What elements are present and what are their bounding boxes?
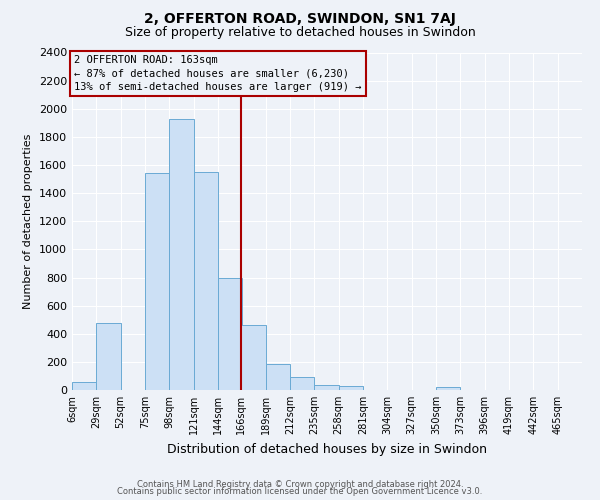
Text: Contains HM Land Registry data © Crown copyright and database right 2024.: Contains HM Land Registry data © Crown c…	[137, 480, 463, 489]
Bar	[97, 322, 121, 390]
Bar	[72, 382, 97, 390]
Text: Contains public sector information licensed under the Open Government Licence v3: Contains public sector information licen…	[118, 487, 482, 496]
Text: Size of property relative to detached houses in Swindon: Size of property relative to detached ho…	[125, 26, 475, 39]
Y-axis label: Number of detached properties: Number of detached properties	[23, 134, 34, 309]
Text: 2 OFFERTON ROAD: 163sqm
← 87% of detached houses are smaller (6,230)
13% of semi: 2 OFFERTON ROAD: 163sqm ← 87% of detache…	[74, 56, 362, 92]
Bar	[145, 174, 169, 390]
Bar	[218, 278, 242, 390]
Bar	[266, 364, 290, 390]
Bar	[314, 385, 338, 390]
Bar	[241, 326, 266, 390]
Bar	[169, 118, 194, 390]
Bar	[436, 387, 460, 390]
Text: 2, OFFERTON ROAD, SWINDON, SN1 7AJ: 2, OFFERTON ROAD, SWINDON, SN1 7AJ	[144, 12, 456, 26]
Bar	[194, 172, 218, 390]
Bar	[290, 376, 314, 390]
Bar	[338, 386, 363, 390]
X-axis label: Distribution of detached houses by size in Swindon: Distribution of detached houses by size …	[167, 442, 487, 456]
